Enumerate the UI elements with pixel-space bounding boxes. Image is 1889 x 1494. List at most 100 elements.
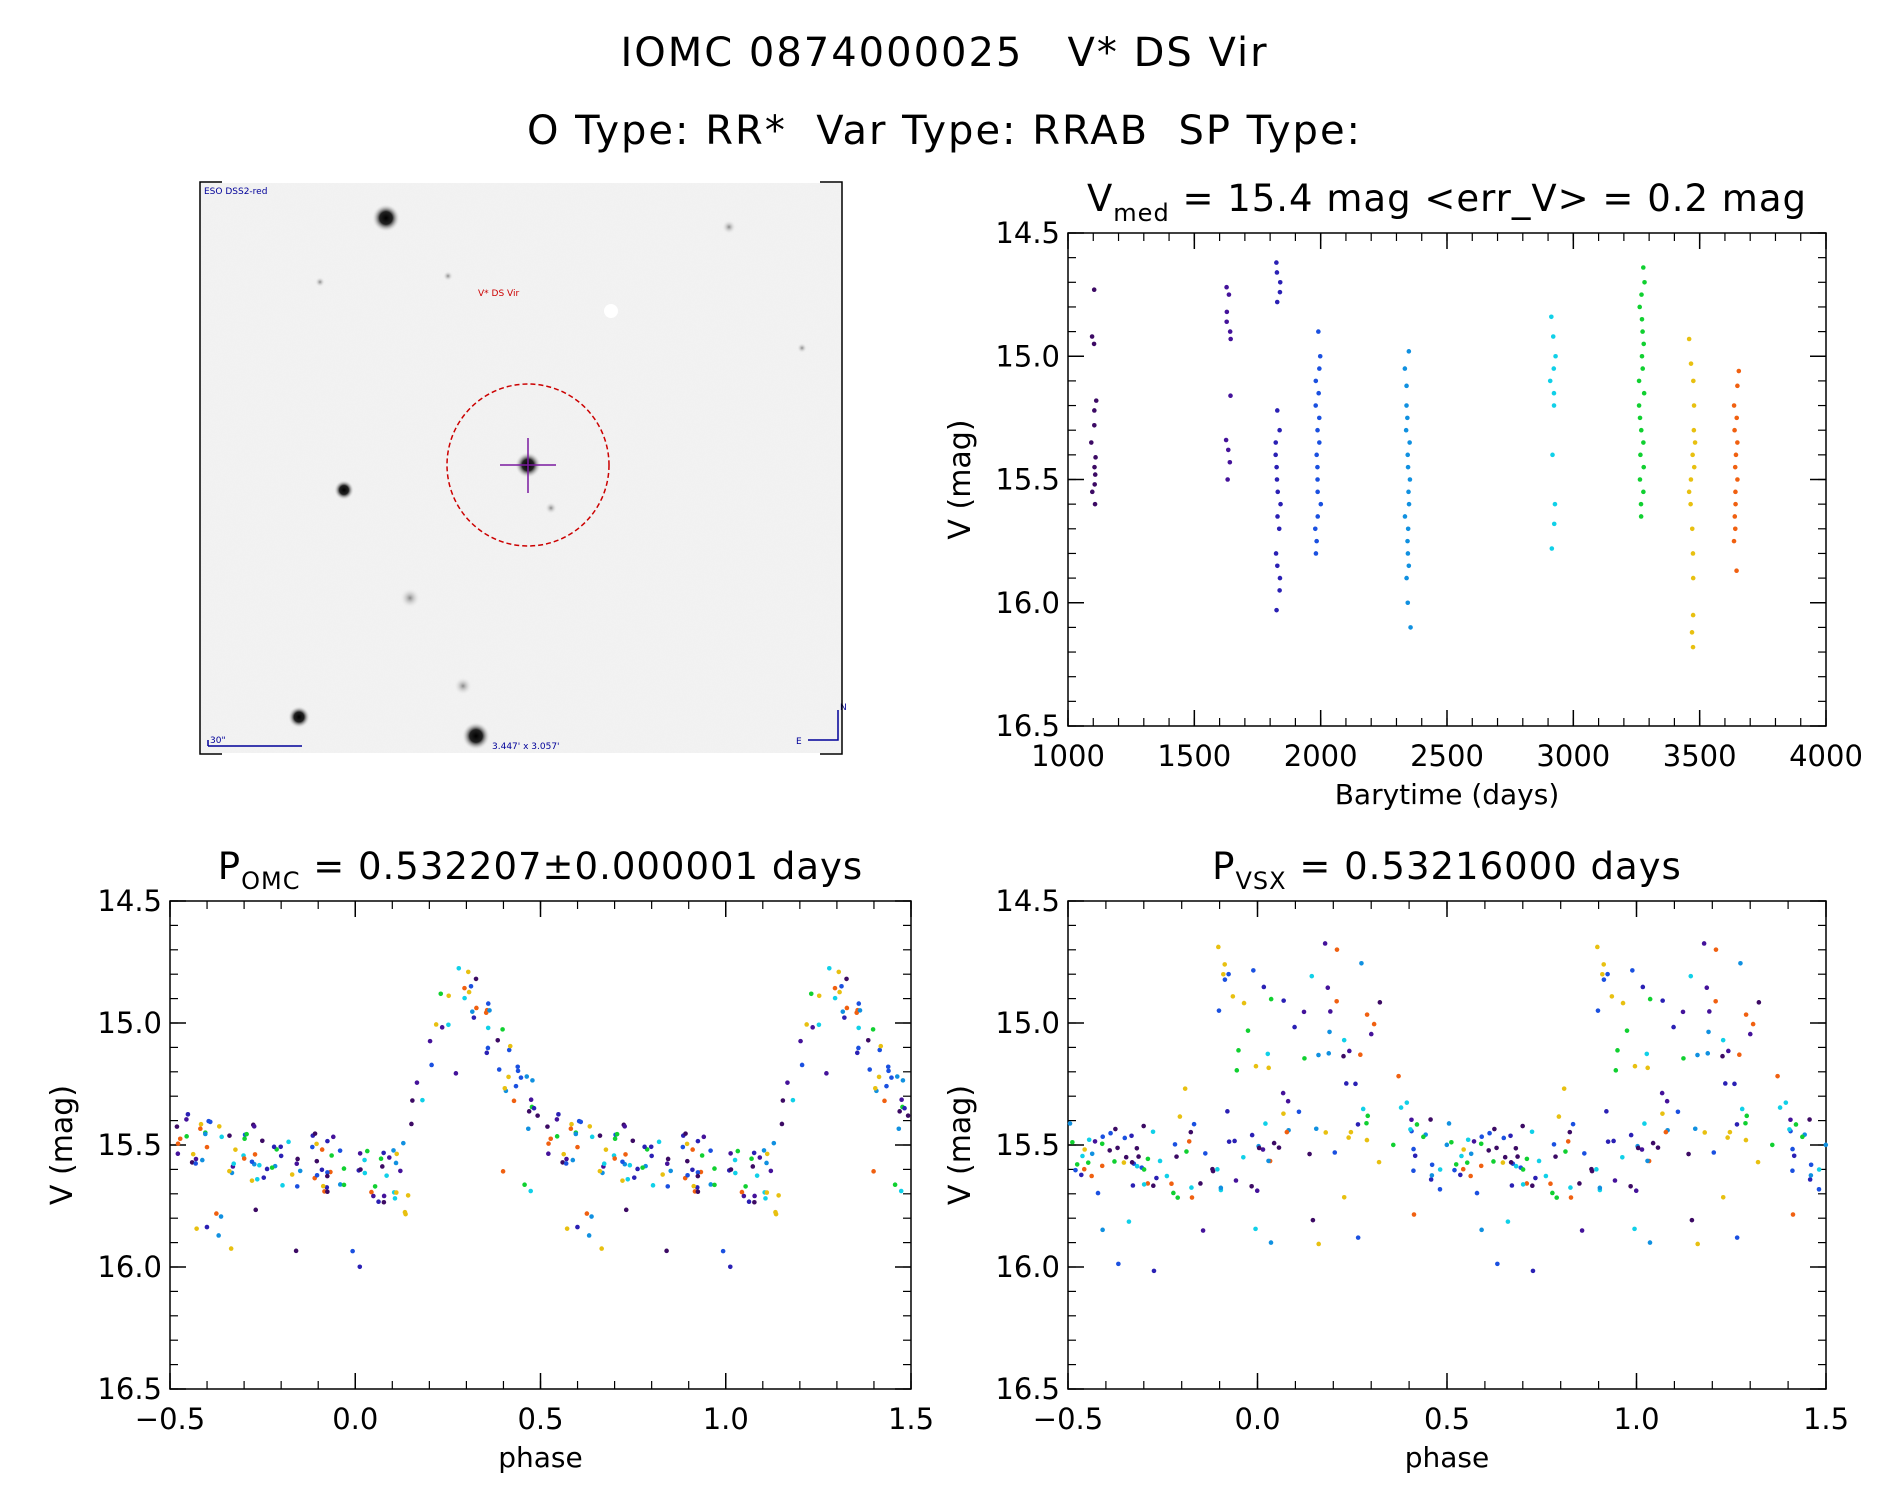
data-point — [286, 1139, 291, 1145]
data-point — [231, 1161, 237, 1167]
y-tick-label: 15.5 — [995, 463, 1060, 497]
data-point — [1638, 427, 1644, 433]
data-point — [1686, 489, 1692, 495]
data-point — [1263, 1121, 1268, 1126]
data-point — [1092, 408, 1097, 413]
data-point — [622, 1124, 628, 1129]
x-axis-label: Barytime (days) — [1335, 778, 1560, 811]
data-point — [1491, 1159, 1496, 1164]
data-point — [473, 976, 479, 982]
data-point — [1550, 452, 1555, 458]
data-point — [1731, 403, 1737, 408]
data-point — [1548, 1181, 1553, 1186]
data-point — [1640, 366, 1646, 371]
data-point — [695, 1189, 701, 1195]
data-point — [1253, 1226, 1258, 1232]
data-point — [1358, 1052, 1363, 1058]
data-point — [1452, 1167, 1457, 1173]
data-point — [757, 1155, 763, 1160]
data-point — [357, 1264, 363, 1270]
data-point — [320, 1183, 326, 1189]
data-point — [184, 1134, 189, 1139]
data-point — [204, 1144, 210, 1150]
data-point — [1688, 477, 1694, 482]
data-point — [1225, 1109, 1230, 1114]
data-point — [175, 1141, 181, 1146]
data-point — [1360, 1106, 1366, 1112]
data-point — [1637, 477, 1643, 482]
data-point — [1141, 1123, 1146, 1129]
data-point — [1218, 1185, 1224, 1191]
data-point — [660, 1172, 665, 1177]
data-point — [685, 1173, 690, 1178]
data-point — [1317, 353, 1323, 359]
data-point — [1647, 1240, 1653, 1245]
data-point — [1315, 464, 1320, 470]
x-tick-label: 1.5 — [888, 1402, 934, 1436]
data-point — [1695, 1052, 1700, 1058]
data-point — [1241, 1000, 1247, 1006]
data-point — [695, 1185, 700, 1190]
data-point — [1313, 403, 1318, 408]
data-point — [1720, 1037, 1726, 1043]
data-point — [601, 1161, 607, 1167]
data-point — [1226, 1139, 1232, 1144]
data-point — [1446, 1121, 1452, 1126]
data-point — [1613, 1068, 1619, 1073]
data-point — [1186, 1139, 1192, 1144]
data-point — [1390, 1142, 1396, 1148]
data-point — [194, 1226, 199, 1231]
data-point — [1533, 1175, 1538, 1181]
data-point — [1690, 452, 1695, 458]
data-point — [1624, 1028, 1630, 1033]
data-point — [690, 1167, 695, 1173]
data-point — [1460, 1166, 1466, 1172]
data-point — [1704, 985, 1710, 991]
data-point — [1100, 1227, 1105, 1233]
data-point — [485, 1001, 491, 1006]
data-point — [1307, 1151, 1312, 1157]
data-point — [1116, 1261, 1121, 1267]
y-axis-label: V (mag) — [45, 1085, 80, 1205]
data-point — [1408, 1127, 1413, 1132]
data-point — [206, 1118, 211, 1124]
data-point — [1368, 1031, 1374, 1037]
data-point — [1735, 440, 1740, 445]
data-point — [1520, 1182, 1526, 1187]
data-point — [1092, 422, 1097, 428]
data-point — [1405, 526, 1411, 532]
data-point — [535, 1113, 540, 1118]
data-point — [741, 1193, 747, 1199]
data-point — [485, 1025, 491, 1031]
data-point — [548, 1136, 554, 1142]
data-point — [1597, 1185, 1603, 1191]
data-point — [1095, 1190, 1101, 1196]
data-point — [546, 1151, 551, 1157]
data-point — [824, 1071, 829, 1076]
data-point — [1261, 984, 1267, 990]
data-point — [773, 1209, 778, 1215]
x-tick-label: 1.0 — [1613, 1402, 1659, 1436]
data-point — [1609, 994, 1615, 999]
data-point — [1093, 398, 1099, 403]
data-point — [1689, 1217, 1695, 1223]
data-point — [1628, 1183, 1633, 1189]
data-point — [376, 1199, 381, 1205]
data-point — [362, 1157, 367, 1163]
data-point — [695, 1138, 701, 1144]
data-point — [1640, 329, 1645, 334]
data-point — [1638, 452, 1643, 458]
data-point — [1169, 1181, 1174, 1186]
x-axis-label: phase — [1405, 1441, 1490, 1474]
data-point — [219, 1134, 224, 1140]
data-point — [865, 1038, 871, 1043]
data-point — [1638, 514, 1644, 519]
data-point — [854, 1010, 859, 1016]
data-point — [1783, 1100, 1789, 1105]
data-point — [1707, 1009, 1712, 1014]
data-point — [754, 1173, 760, 1178]
data-point — [1089, 440, 1094, 445]
data-point — [1464, 1160, 1470, 1165]
data-point — [743, 1184, 748, 1189]
